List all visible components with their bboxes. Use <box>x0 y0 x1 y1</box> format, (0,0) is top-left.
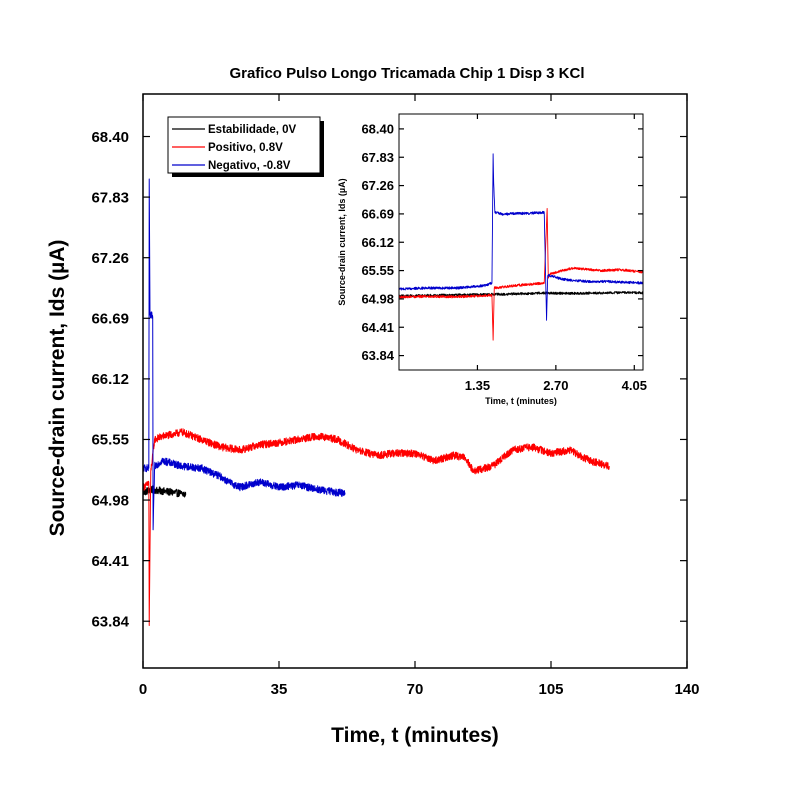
inset-y-tick-label: 65.55 <box>361 263 394 278</box>
inset-y-tick-label: 64.41 <box>361 320 394 335</box>
main-y-tick-label: 63.84 <box>91 613 129 630</box>
main-x-axis: 0 35 70 105 140 <box>139 94 700 698</box>
main-y-axis-label: Source-drain current, Ids (µA) <box>46 240 69 537</box>
main-series-group <box>143 178 610 626</box>
main-x-tick-label: 35 <box>271 681 288 698</box>
main-x-tick-label: 140 <box>674 681 699 698</box>
legend-entry-1: Estabilidade, 0V <box>208 124 297 136</box>
inset-y-tick-label: 66.12 <box>361 235 394 250</box>
main-y-tick-label: 64.41 <box>91 553 129 570</box>
inset-series-group <box>399 153 643 341</box>
legend-box <box>167 116 321 174</box>
main-y-tick-label: 68.40 <box>91 129 129 146</box>
inset-y-tick-label: 67.26 <box>361 178 394 193</box>
inset-x-tick-label: 4.05 <box>622 378 647 393</box>
main-x-tick-label: 0 <box>139 681 147 698</box>
inset-y-tick-label: 63.84 <box>361 348 394 363</box>
main-y-tick-label: 67.26 <box>91 250 129 267</box>
inset-x-axis: 1.35 2.70 4.05 <box>465 114 647 393</box>
main-plot: 0 35 70 105 140 63.84 64.41 64.98 65.55 66.12 66.… <box>46 93 700 747</box>
inset-plot: 1.35 2.70 4.05 63.84 64.41 64.98 65.55 66.12 66… <box>337 113 647 406</box>
main-y-tick-label: 67.83 <box>91 189 129 206</box>
main-y-axis: 63.84 64.41 64.98 65.55 66.12 66.69 67.26 67.83… <box>91 129 687 630</box>
inset-series-line-2 <box>399 208 643 341</box>
legend-entry-2: Positivo, 0.8V <box>208 142 283 154</box>
inset-background <box>399 114 643 370</box>
inset-x-axis-label: Time, t (minutes) <box>485 396 557 406</box>
main-y-tick-label: 64.98 <box>91 492 129 509</box>
main-series-line-3 <box>143 178 346 531</box>
inset-y-tick-label: 67.83 <box>361 150 394 165</box>
main-x-tick-label: 105 <box>538 681 563 698</box>
main-y-tick-label: 66.69 <box>91 311 129 328</box>
chart-title: Grafico Pulso Longo Tricamada Chip 1 Dis… <box>229 65 584 82</box>
main-y-tick-label: 66.12 <box>91 371 129 388</box>
inset-series-line-3 <box>399 153 643 321</box>
inset-y-axis: 63.84 64.41 64.98 65.55 66.12 66.69 67.26 67.83… <box>361 121 643 363</box>
inset-y-tick-label: 66.69 <box>361 206 394 221</box>
main-x-tick-label: 70 <box>407 681 424 698</box>
inset-x-tick-label: 2.70 <box>543 378 568 393</box>
main-x-axis-label: Time, t (minutes) <box>331 724 499 747</box>
inset-x-tick-label: 1.35 <box>465 378 490 393</box>
legend-entry-3: Negativo, -0.8V <box>208 160 291 172</box>
inset-y-tick-label: 68.40 <box>361 121 394 136</box>
main-series-line-2 <box>143 428 610 626</box>
inset-y-tick-label: 64.98 <box>361 291 394 306</box>
main-y-tick-label: 65.55 <box>91 432 129 449</box>
inset-y-axis-label: Source-drain current, Ids (µA) <box>337 178 347 305</box>
legend: Estabilidade, 0V Positivo, 0.8V Negativo, … <box>167 116 324 177</box>
